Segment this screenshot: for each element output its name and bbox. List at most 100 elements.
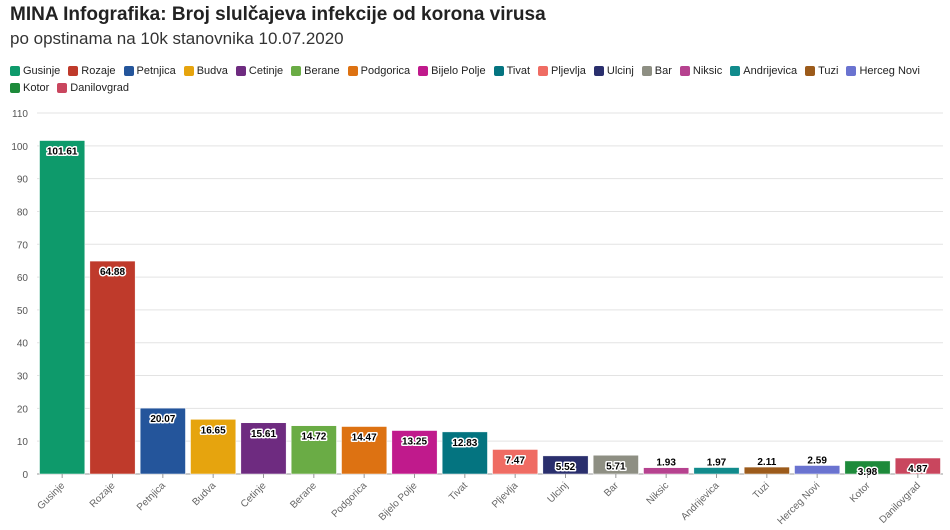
legend-label: Cetinje xyxy=(248,65,284,77)
legend-swatch xyxy=(10,66,20,76)
legend-label: Tuzi xyxy=(818,65,839,77)
x-tick-label: Pljevlja xyxy=(490,480,520,510)
x-tick-label: Tuzi xyxy=(751,480,772,501)
bar xyxy=(89,260,136,475)
x-tick-label: Podgorica xyxy=(330,480,370,520)
legend-item: Ulcinj xyxy=(593,64,634,78)
data-label: 16.65 xyxy=(201,425,226,436)
y-tick-label: 30 xyxy=(17,372,29,383)
legend-label: Rozaje xyxy=(81,65,116,77)
legend-swatch xyxy=(123,66,134,76)
bar xyxy=(743,466,790,475)
x-tick-label: Niksic xyxy=(645,480,672,507)
data-label-halo: 1.93 xyxy=(656,458,676,469)
y-tick-label: 40 xyxy=(17,339,29,350)
data-label-halo: 2.59 xyxy=(807,456,827,467)
legend-swatch xyxy=(10,83,20,93)
data-label-halo: 12.83 xyxy=(452,438,477,449)
data-label: 2.59 xyxy=(807,456,827,467)
x-tick-label: Berane xyxy=(288,480,319,511)
data-label: 12.83 xyxy=(452,438,477,449)
legend-item: Danilovgrad xyxy=(57,81,129,95)
legend-label: Petnjica xyxy=(136,65,176,77)
bar xyxy=(190,419,237,475)
x-tick-label: Rozaje xyxy=(88,480,118,510)
legend-item: Tuzi xyxy=(805,64,838,78)
legend-label: Gusinje xyxy=(23,65,61,77)
data-label-halo: 1.97 xyxy=(707,458,727,469)
data-label-halo: 4.87 xyxy=(908,464,928,475)
bar xyxy=(341,426,388,475)
legend-item: Cetinje xyxy=(235,64,284,78)
chart-legend: Gusinje Rozaje Petnjica Budva Cetinje Berane P… xyxy=(10,64,940,95)
legend-label: Kotor xyxy=(23,82,50,94)
bar xyxy=(492,449,539,475)
legend-label: Ulcinj xyxy=(606,65,634,77)
data-label-halo: 14.47 xyxy=(352,433,377,444)
data-label: 20.07 xyxy=(150,414,175,425)
x-tick-label: Tivat xyxy=(447,480,470,503)
legend-item: Andrijevica xyxy=(730,64,797,78)
data-label: 13.25 xyxy=(402,437,427,448)
data-label-halo: 3.98 xyxy=(858,467,878,478)
data-label-halo: 5.71 xyxy=(606,461,626,472)
data-label: 7.47 xyxy=(505,455,525,466)
bar xyxy=(139,407,186,475)
chart-title: MINA Infografika: Broj slulčajeva infekc… xyxy=(10,4,546,25)
legend-item: Pljevlja xyxy=(538,64,586,78)
legend-item: Tivat xyxy=(493,64,530,78)
data-label-halo: 20.07 xyxy=(150,414,175,425)
x-tick-label: Kotor xyxy=(848,480,873,505)
y-tick-label: 90 xyxy=(17,175,29,186)
legend-label: Pljevlja xyxy=(551,65,586,77)
legend-item: Rozaje xyxy=(68,64,116,78)
bar xyxy=(441,431,488,475)
y-tick-label: 60 xyxy=(17,273,29,284)
legend-label: Danilovgrad xyxy=(70,82,129,94)
legend-label: Podgorica xyxy=(360,65,411,77)
y-tick-label: 80 xyxy=(17,207,29,218)
chart-subtitle: po opstinama na 10k stanovnika 10.07.202… xyxy=(10,29,344,48)
data-label: 1.97 xyxy=(707,458,727,469)
x-tick-label: Budva xyxy=(190,480,218,508)
legend-swatch xyxy=(538,66,549,76)
legend-label: Budva xyxy=(196,65,228,77)
data-label-halo: 13.25 xyxy=(402,437,427,448)
legend-swatch xyxy=(846,66,857,76)
bar xyxy=(794,465,841,475)
x-tick-label: Herceg Novi xyxy=(776,480,823,527)
data-label: 3.98 xyxy=(858,467,878,478)
legend-item: Petnjica xyxy=(123,64,176,78)
bar xyxy=(39,140,86,475)
legend-swatch xyxy=(235,66,246,76)
x-tick-label: Andrijevica xyxy=(679,480,722,523)
y-tick-label: 70 xyxy=(17,240,29,251)
y-tick-label: 0 xyxy=(22,470,28,481)
x-tick-label: Petnjica xyxy=(135,480,168,513)
legend-item: Kotor xyxy=(10,81,49,95)
data-label: 2.11 xyxy=(757,457,776,468)
legend-label: Berane xyxy=(304,65,340,77)
x-tick-label: Ulcinj xyxy=(546,480,571,505)
x-tick-label: Danilovgrad xyxy=(877,480,923,526)
legend-item: Bar xyxy=(641,64,672,78)
data-label: 5.52 xyxy=(556,462,576,473)
data-label-halo: 64.88 xyxy=(100,267,125,278)
data-label: 101.61 xyxy=(47,147,78,158)
data-label: 1.93 xyxy=(656,458,676,469)
data-label: 64.88 xyxy=(100,267,125,278)
y-tick-label: 20 xyxy=(17,404,29,415)
data-label-halo: 14.72 xyxy=(301,432,326,443)
x-tick-label: Bar xyxy=(602,480,621,499)
legend-swatch xyxy=(347,66,358,76)
legend-item: Podgorica xyxy=(347,64,411,78)
data-label-halo: 5.52 xyxy=(556,462,576,473)
legend-swatch xyxy=(679,66,690,76)
data-label: 15.61 xyxy=(251,429,276,440)
legend-swatch xyxy=(57,83,68,93)
legend-swatch xyxy=(593,66,604,76)
data-label-halo: 7.47 xyxy=(505,455,525,466)
data-label-halo: 101.61 xyxy=(47,147,78,158)
legend-swatch xyxy=(493,66,504,76)
